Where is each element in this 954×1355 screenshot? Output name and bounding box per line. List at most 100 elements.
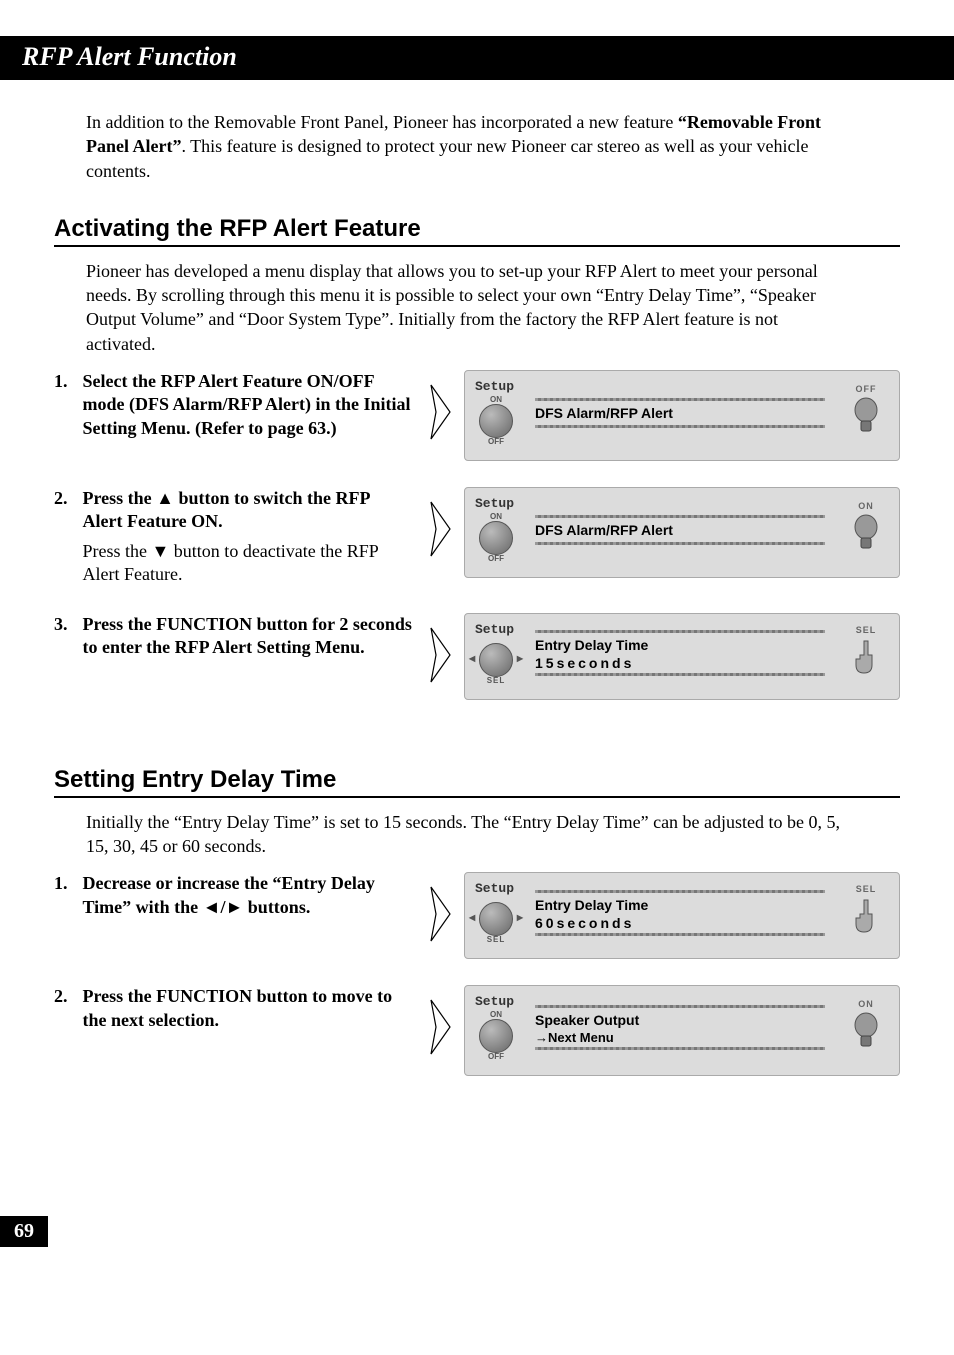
- sel-left: ◀: [469, 655, 475, 663]
- page-number: 69: [0, 1216, 48, 1247]
- sep-line: [535, 425, 825, 428]
- setup-label: Setup: [475, 622, 517, 637]
- globe-icon: [479, 643, 513, 677]
- right-label: ON: [843, 999, 889, 1009]
- sel-right: ▶: [517, 914, 523, 922]
- on-label: ON: [475, 396, 517, 404]
- page-title-bar: RFP Alert Function: [0, 36, 954, 80]
- panel-left: Setup ON OFF: [475, 496, 517, 563]
- intro-paragraph: In addition to the Removable Front Panel…: [86, 110, 846, 183]
- section2-step1: 1. Decrease or increase the “Entry Delay…: [54, 872, 900, 959]
- right-label: ON: [843, 501, 889, 511]
- hand-icon: [848, 896, 884, 936]
- sel-left: ◀: [469, 914, 475, 922]
- sel-right: ▶: [517, 655, 523, 663]
- section1-intro: Pioneer has developed a menu display tha…: [86, 259, 846, 356]
- sep-line: [535, 515, 825, 518]
- sep-line: [535, 630, 825, 633]
- panel-title: DFS Alarm/RFP Alert: [535, 520, 825, 540]
- panel-title: DFS Alarm/RFP Alert: [535, 403, 825, 423]
- panel-sub: 15seconds: [535, 655, 825, 671]
- setup-label: Setup: [475, 379, 517, 394]
- globe-icon: [479, 521, 513, 555]
- arrow-icon: [428, 382, 458, 442]
- page-title: RFP Alert Function: [22, 42, 237, 71]
- bulb-icon: [848, 396, 884, 436]
- off-label: OFF: [475, 438, 517, 446]
- section2-step2: 2. Press the FUNCTION button to move to …: [54, 985, 900, 1076]
- section1-step1: 1. Select the RFP Alert Feature ON/OFF m…: [54, 370, 900, 461]
- lcd-panel: Setup ON OFF Speaker Output →Next Menu O…: [464, 985, 900, 1076]
- on-label: ON: [475, 513, 517, 521]
- arrow-icon: [428, 499, 458, 559]
- diagram: Setup ◀ ▶ SEL Entry Delay Time 60seconds…: [428, 872, 900, 959]
- sel-label: SEL: [475, 936, 517, 944]
- step-text: 2. Press the ▲ button to switch the RFP …: [54, 487, 414, 587]
- step-bold: Press the ▲ button to switch the RFP Ale…: [83, 488, 370, 531]
- right-label: OFF: [843, 384, 889, 394]
- panel-center: DFS Alarm/RFP Alert: [527, 509, 833, 551]
- diagram: Setup ON OFF DFS Alarm/RFP Alert OFF: [428, 370, 900, 461]
- step-bold: Press the FUNCTION button to move to the…: [83, 986, 393, 1029]
- lcd-panel: Setup ON OFF DFS Alarm/RFP Alert ON: [464, 487, 900, 578]
- sep-line: [535, 542, 825, 545]
- step-text: 3. Press the FUNCTION button for 2 secon…: [54, 613, 414, 660]
- panel-center: DFS Alarm/RFP Alert: [527, 392, 833, 434]
- globe-icon: [479, 1019, 513, 1053]
- bulb-icon: [848, 1011, 884, 1051]
- step-num: 2.: [54, 985, 78, 1008]
- sep-line: [535, 1047, 825, 1050]
- panel-sub: 60seconds: [535, 915, 825, 931]
- panel-left: Setup ON OFF: [475, 994, 517, 1061]
- section2-intro: Initially the “Entry Delay Time” is set …: [86, 810, 846, 859]
- diagram: Setup ON OFF Speaker Output →Next Menu O…: [428, 985, 900, 1076]
- arrow-icon: [428, 997, 458, 1057]
- step-sub: Press the ▼ button to deactivate the RFP…: [83, 540, 413, 587]
- setup-label: Setup: [475, 994, 517, 1009]
- step-num: 1.: [54, 872, 78, 895]
- panel-center: Entry Delay Time 15seconds: [527, 624, 833, 682]
- bulb-icon: [848, 513, 884, 553]
- step-text: 1. Decrease or increase the “Entry Delay…: [54, 872, 414, 919]
- step-num: 3.: [54, 613, 78, 636]
- page-footer: 69: [0, 1216, 900, 1247]
- setup-label: Setup: [475, 496, 517, 511]
- off-label: OFF: [475, 555, 517, 563]
- arrow-icon: [428, 884, 458, 944]
- section1-step3: 3. Press the FUNCTION button for 2 secon…: [54, 613, 900, 700]
- right-label: SEL: [843, 625, 889, 635]
- panel-left: Setup ◀ ▶ SEL: [475, 622, 517, 685]
- section1-title: Activating the RFP Alert Feature: [54, 215, 900, 247]
- section2-title: Setting Entry Delay Time: [54, 766, 900, 798]
- arrow-icon: [428, 625, 458, 685]
- lcd-panel: Setup ◀ ▶ SEL Entry Delay Time 60seconds…: [464, 872, 900, 959]
- step-bold: Press the FUNCTION button for 2 seconds …: [83, 614, 412, 657]
- intro-line1: In addition to the Removable Front Panel…: [86, 112, 678, 132]
- globe-icon: [479, 902, 513, 936]
- sep-line: [535, 890, 825, 893]
- panel-left: Setup ◀ ▶ SEL: [475, 881, 517, 944]
- step-bold: Decrease or increase the “Entry Delay Ti…: [83, 873, 375, 916]
- step-text: 1. Select the RFP Alert Feature ON/OFF m…: [54, 370, 414, 440]
- section1-step2: 2. Press the ▲ button to switch the RFP …: [54, 487, 900, 587]
- panel-right: SEL: [843, 884, 889, 941]
- hand-icon: [848, 637, 884, 677]
- lcd-panel: Setup ◀ ▶ SEL Entry Delay Time 15seconds…: [464, 613, 900, 700]
- lcd-panel: Setup ON OFF DFS Alarm/RFP Alert OFF: [464, 370, 900, 461]
- panel-right: ON: [843, 999, 889, 1056]
- sel-label: SEL: [475, 677, 517, 685]
- panel-title: Entry Delay Time: [535, 895, 825, 915]
- panel-left: Setup ON OFF: [475, 379, 517, 446]
- step-bold: Select the RFP Alert Feature ON/OFF mode…: [83, 371, 411, 438]
- panel-center: Speaker Output →Next Menu: [527, 999, 833, 1056]
- panel-sub: →Next Menu: [535, 1030, 825, 1045]
- panel-right: ON: [843, 501, 889, 558]
- panel-right: OFF: [843, 384, 889, 441]
- sep-line: [535, 1005, 825, 1008]
- setup-label: Setup: [475, 881, 517, 896]
- sep-line: [535, 933, 825, 936]
- globe-icon: [479, 404, 513, 438]
- off-label: OFF: [475, 1053, 517, 1061]
- panel-title: Speaker Output: [535, 1010, 825, 1030]
- sep-line: [535, 398, 825, 401]
